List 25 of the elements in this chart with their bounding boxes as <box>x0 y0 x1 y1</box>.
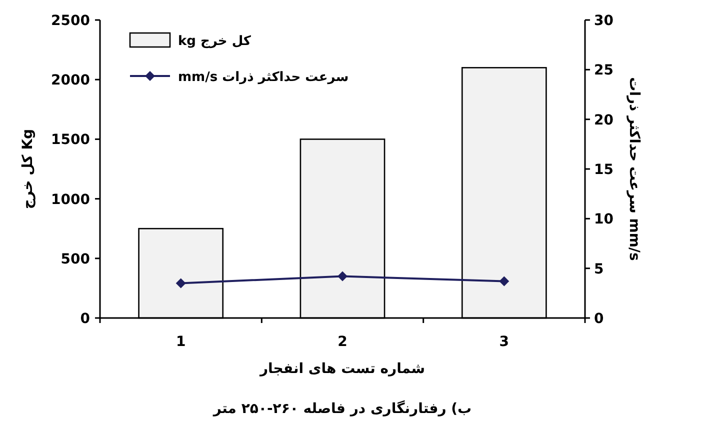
x-axis-title: شماره تست های انفجار <box>258 361 426 377</box>
y2-tick-label: 10 <box>594 212 614 228</box>
y-tick-label: 0 <box>80 311 90 327</box>
point <box>499 276 510 286</box>
y2-tick-label: 0 <box>594 311 604 327</box>
y-tick-label: 500 <box>60 251 90 268</box>
legend-label: کل خرج kg <box>178 34 252 49</box>
y-tick-label: 1000 <box>51 192 90 208</box>
point <box>176 278 186 288</box>
text: ب) رفتارنگاری در فاصله ۲۶۰-۲۵۰ متر <box>212 400 472 417</box>
y-tick-label: 2000 <box>51 72 90 89</box>
y2-tick-label: 20 <box>594 112 614 128</box>
y-tick-label: 2500 <box>51 13 90 29</box>
y2-axis-title: سرعت حداکثر ذرات mm/s <box>626 77 642 261</box>
legend-label: سرعت حداکثر ذرات mm/s <box>178 70 349 85</box>
y2-tick-label: 15 <box>594 162 614 178</box>
y2-tick-label: 30 <box>594 13 614 29</box>
point <box>338 271 348 282</box>
x-tick-label: 2 <box>338 334 348 350</box>
y-axis-title: کل خرج Kg <box>20 128 36 210</box>
y-tick-label: 1500 <box>51 132 90 148</box>
y2-tick-label: 25 <box>594 62 614 79</box>
y2-tick-label: 5 <box>594 261 604 278</box>
x-tick-label: 3 <box>499 334 510 350</box>
x-tick-label: 1 <box>176 334 186 350</box>
